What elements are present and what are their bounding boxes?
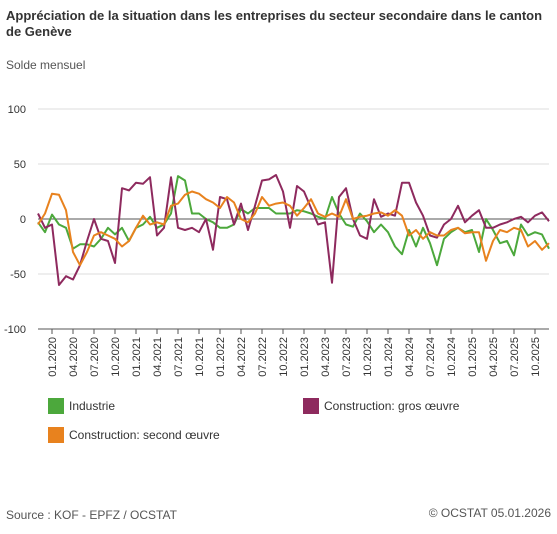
x-tick-label: 07.2025 <box>509 337 521 377</box>
x-tick-label: 10.2020 <box>110 337 122 377</box>
x-tick-label: 07.2023 <box>341 337 353 377</box>
x-tick-label: 04.2023 <box>320 337 332 377</box>
legend-label: Industrie <box>69 399 115 413</box>
chart-title: Appréciation de la situation dans les en… <box>6 8 543 39</box>
x-tick-label: 01.2022 <box>215 337 227 377</box>
y-tick-label: -50 <box>10 269 26 281</box>
series-line <box>37 175 550 267</box>
x-tick-label: 01.2023 <box>299 337 311 377</box>
source: Source : KOF - EPFZ / OCSTAT <box>6 508 177 522</box>
x-tick-label: 01.2024 <box>383 337 395 377</box>
x-tick-label: 10.2022 <box>278 337 290 377</box>
legend-label: Construction: gros œuvre <box>324 399 460 413</box>
x-tick-label: 04.2022 <box>236 337 248 377</box>
legend-swatch <box>303 398 319 414</box>
legend-label: Construction: second œuvre <box>69 428 220 442</box>
series-line <box>37 190 550 267</box>
y-tick-label: -100 <box>4 324 26 336</box>
x-tick-label: 07.2022 <box>257 337 269 377</box>
legend-swatch <box>48 398 64 414</box>
x-tick-label: 01.2020 <box>47 337 59 377</box>
x-tick-label: 07.2020 <box>89 337 101 377</box>
chart-subtitle: Solde mensuel <box>6 58 86 72</box>
x-tick-label: 01.2021 <box>131 337 143 377</box>
x-tick-label: 04.2021 <box>152 337 164 377</box>
y-tick-label: 0 <box>20 214 26 226</box>
x-tick-label: 07.2024 <box>425 337 437 377</box>
x-tick-label: 10.2024 <box>446 337 458 377</box>
x-tick-label: 04.2020 <box>68 337 80 377</box>
x-tick-label: 10.2021 <box>194 337 206 377</box>
series-line <box>37 174 550 286</box>
legend-swatch <box>48 427 64 443</box>
x-tick-label: 04.2025 <box>488 337 500 377</box>
x-tick-label: 01.2025 <box>467 337 479 377</box>
y-tick-label: 50 <box>14 159 26 171</box>
x-tick-label: 07.2021 <box>173 337 185 377</box>
x-tick-label: 04.2024 <box>404 337 416 377</box>
x-tick-label: 10.2025 <box>530 337 542 377</box>
y-tick-label: 100 <box>8 104 26 116</box>
x-tick-label: 10.2023 <box>362 337 374 377</box>
copyright: © OCSTAT 05.01.2026 <box>428 506 551 520</box>
